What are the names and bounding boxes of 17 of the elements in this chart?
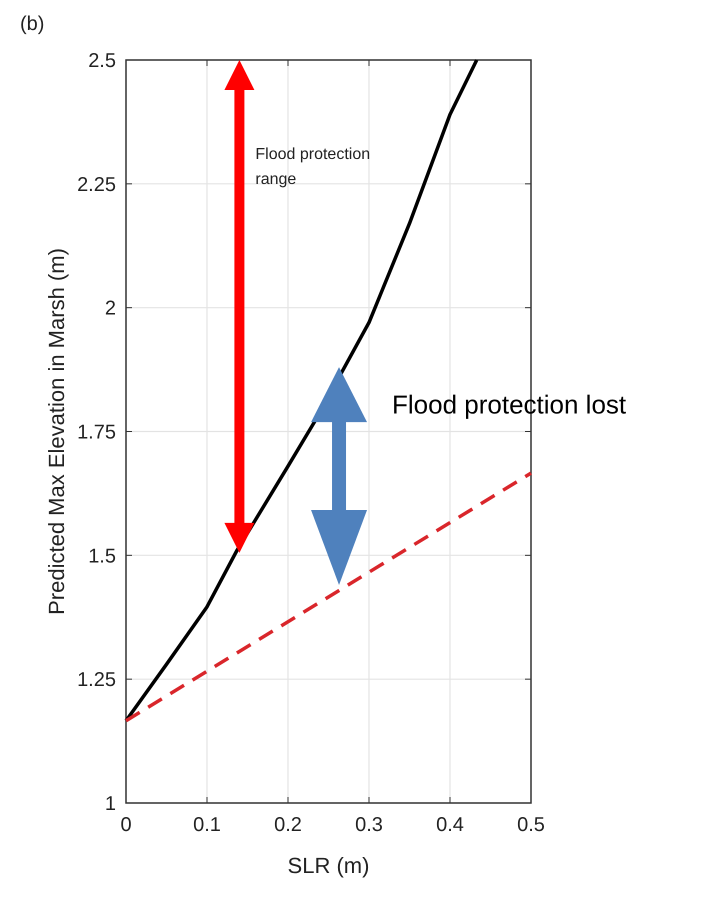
y-tick-label: 1 — [104, 793, 116, 815]
y-tick-label: 2 — [104, 298, 116, 320]
y-tick-label: 1.5 — [88, 545, 116, 568]
x-tick-label: 0.1 — [193, 814, 221, 836]
x-tick-label: 0.3 — [355, 814, 383, 836]
y-tick-label: 1.25 — [77, 669, 116, 692]
x-tick-label: 0.5 — [517, 814, 545, 836]
x-tick-label: 0.4 — [436, 814, 464, 836]
y-tick-label: 2.25 — [77, 174, 116, 196]
y-axis-title: Predicted Max Elevation in Marsh (m) — [44, 248, 69, 615]
chart-title: (b) — [20, 13, 44, 35]
annotation: Flood protection range — [255, 146, 370, 188]
y-tick-label: 1.75 — [77, 422, 116, 444]
x-tick-label: 0 — [120, 814, 132, 836]
x-tick-label: 0.2 — [274, 814, 302, 836]
x-axis-title: SLR (m) — [288, 853, 370, 878]
y-tick-label: 2.5 — [88, 50, 116, 72]
